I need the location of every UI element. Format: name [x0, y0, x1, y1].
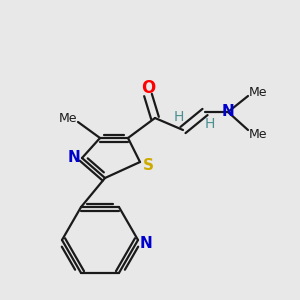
Text: O: O	[141, 79, 155, 97]
Text: N: N	[222, 104, 234, 119]
Text: S: S	[142, 158, 154, 172]
Text: Me: Me	[249, 85, 267, 98]
Text: Me: Me	[59, 112, 77, 124]
Text: H: H	[174, 110, 184, 124]
Text: H: H	[205, 117, 215, 131]
Text: N: N	[68, 151, 80, 166]
Text: N: N	[140, 236, 152, 250]
Text: Me: Me	[249, 128, 267, 140]
